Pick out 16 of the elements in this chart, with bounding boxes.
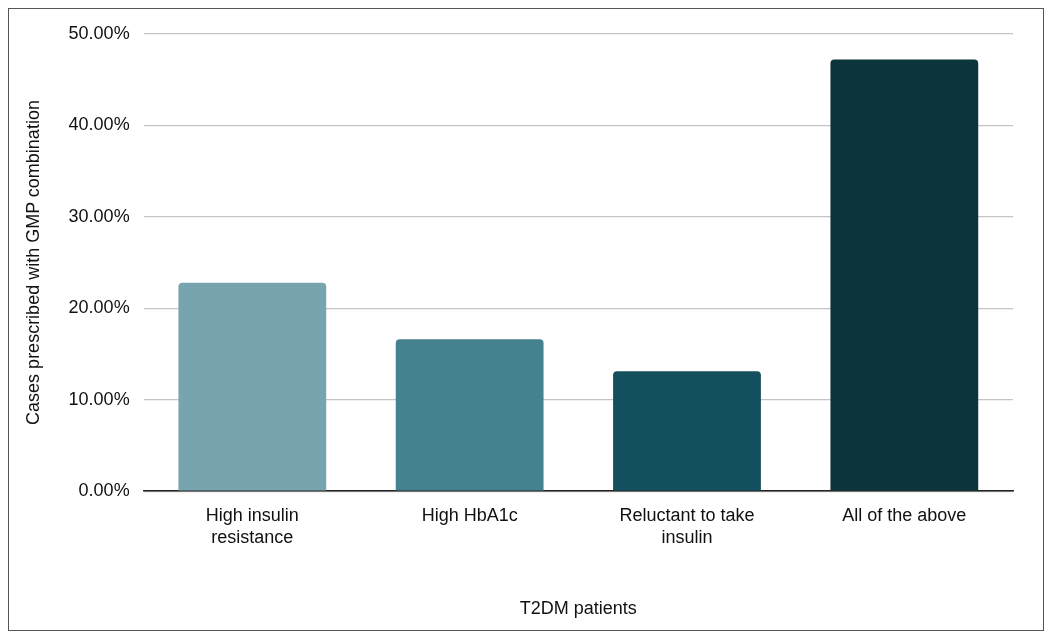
x-tick-label: All of the above bbox=[842, 504, 967, 525]
y-tick-label: 40.00% bbox=[68, 114, 130, 135]
bar bbox=[178, 282, 327, 491]
bar bbox=[830, 59, 979, 491]
x-tick-label: High HbA1c bbox=[421, 504, 518, 525]
y-axis-title: Cases prescribed with GMP combination bbox=[22, 100, 43, 425]
y-tick-label: 50.00% bbox=[68, 22, 130, 43]
bar bbox=[395, 339, 544, 491]
y-tick-label: 20.00% bbox=[68, 297, 130, 318]
bar bbox=[613, 371, 761, 491]
x-tick-label: High insulin resistance bbox=[205, 504, 299, 547]
x-axis-title: T2DM patients bbox=[519, 598, 637, 619]
x-tick-label: Reluctant to take insulin bbox=[619, 504, 755, 547]
y-tick-label: 30.00% bbox=[68, 205, 130, 226]
y-tick-label: 10.00% bbox=[68, 388, 130, 409]
y-tick-label: 0.00% bbox=[78, 480, 130, 501]
